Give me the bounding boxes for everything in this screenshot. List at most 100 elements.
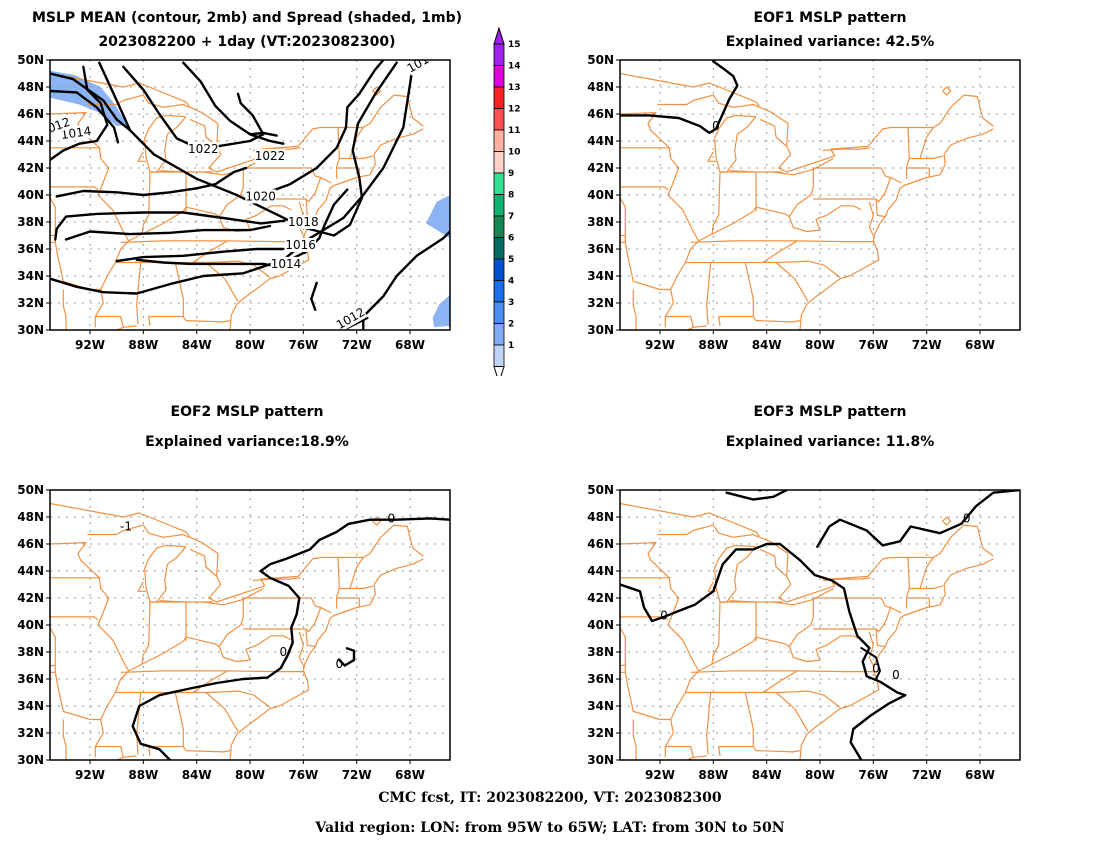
lat-tick-label: 36N xyxy=(17,672,44,686)
contour-line xyxy=(620,60,739,135)
border-line xyxy=(822,147,871,152)
colorbar-label: 10 xyxy=(508,148,521,158)
lon-tick-label: 76W xyxy=(858,338,888,352)
contour-line xyxy=(50,89,120,144)
border-line xyxy=(788,635,862,663)
colorbar-swatch xyxy=(493,151,505,174)
lat-tick-label: 44N xyxy=(587,564,614,578)
border-line xyxy=(665,315,694,328)
lat-tick-label: 30N xyxy=(17,323,44,337)
lat-tick-label: 38N xyxy=(17,215,44,229)
border-line xyxy=(218,635,292,663)
contour-label-negative: -1 xyxy=(120,520,132,534)
border-line xyxy=(711,601,721,665)
colorbar-label: 11 xyxy=(508,126,521,136)
colorbar-swatch xyxy=(493,237,505,260)
border-line xyxy=(759,548,788,577)
contour-line xyxy=(255,60,385,198)
lon-tick-label: 92W xyxy=(75,338,105,352)
lon-tick-label: 88W xyxy=(698,768,728,782)
border-line xyxy=(657,94,759,108)
border-line xyxy=(620,241,671,291)
border-line xyxy=(373,558,424,585)
panel4-title: EOF3 MSLP pattern xyxy=(753,404,907,420)
border-line xyxy=(906,557,910,609)
border-line xyxy=(182,746,231,753)
lat-tick-label: 36N xyxy=(17,242,44,256)
lon-tick-label: 80W xyxy=(805,768,835,782)
border-line xyxy=(775,692,809,732)
border-line xyxy=(192,240,228,264)
spread-area xyxy=(50,70,128,127)
border-line xyxy=(620,72,994,173)
colorbar-label: 5 xyxy=(508,255,514,265)
border-line xyxy=(339,155,373,160)
lat-tick-label: 48N xyxy=(587,510,614,524)
contour-line xyxy=(50,65,414,295)
map-borders xyxy=(620,502,994,760)
border-line xyxy=(305,198,316,218)
border-line xyxy=(714,114,757,173)
contour-label: 1016 xyxy=(405,48,438,75)
border-line xyxy=(620,112,700,328)
contour-line xyxy=(620,542,907,760)
lat-tick-label: 46N xyxy=(587,107,614,121)
border-line xyxy=(813,597,902,614)
lat-tick-label: 34N xyxy=(17,269,44,283)
border-line xyxy=(50,542,130,758)
border-line xyxy=(657,524,759,538)
border-line xyxy=(729,600,757,603)
grid xyxy=(620,490,1020,760)
lat-tick-label: 34N xyxy=(587,699,614,713)
border-line xyxy=(868,631,874,666)
border-line xyxy=(229,154,376,330)
contour-label: 1014 xyxy=(271,257,302,271)
border-line xyxy=(690,670,875,673)
border-line xyxy=(137,581,146,592)
contour-line xyxy=(182,61,285,145)
lat-tick-label: 40N xyxy=(17,618,44,632)
contour-line xyxy=(337,646,356,668)
border-line xyxy=(159,600,187,603)
lat-tick-label: 30N xyxy=(17,753,44,767)
lat-tick-label: 38N xyxy=(17,645,44,659)
colorbar-label: 6 xyxy=(508,234,514,244)
border-line xyxy=(875,607,892,633)
border-line xyxy=(50,616,99,621)
border-line xyxy=(373,128,424,155)
lat-tick-label: 50N xyxy=(17,483,44,497)
border-line xyxy=(252,577,301,582)
border-line xyxy=(718,692,754,756)
border-line xyxy=(229,584,376,760)
border-line xyxy=(148,262,184,326)
lat-tick-label: 46N xyxy=(17,107,44,121)
contour-line xyxy=(122,65,265,149)
colorbar-label: 4 xyxy=(508,277,514,287)
border-line xyxy=(115,690,271,708)
contour-line xyxy=(50,72,132,132)
lat-tick-label: 30N xyxy=(587,323,614,337)
spread-colorbar: 15 14 13 12 11 10 9 8 7 6 5 4 3 2 1 xyxy=(493,26,521,376)
lat-tick-label: 32N xyxy=(587,296,614,310)
border-line xyxy=(120,240,305,243)
border-line xyxy=(698,598,814,672)
border-line xyxy=(62,719,67,760)
lon-tick-label: 72W xyxy=(342,768,372,782)
lat-tick-label: 44N xyxy=(587,134,614,148)
lon-tick-label: 80W xyxy=(805,338,835,352)
border-line xyxy=(243,167,332,184)
lon-tick-label: 84W xyxy=(752,338,782,352)
colorbar-swatch xyxy=(493,215,505,238)
colorbar-label: 12 xyxy=(508,105,521,115)
border-line xyxy=(788,205,862,233)
map-borders xyxy=(50,502,424,760)
border-line xyxy=(243,597,332,614)
lat-tick-label: 48N xyxy=(17,510,44,524)
border-line xyxy=(714,544,757,603)
colorbar-label: 9 xyxy=(508,169,514,179)
lat-tick-label: 38N xyxy=(587,645,614,659)
lon-tick-label: 84W xyxy=(752,768,782,782)
colorbar-swatch xyxy=(493,194,505,217)
border-line xyxy=(620,197,626,243)
